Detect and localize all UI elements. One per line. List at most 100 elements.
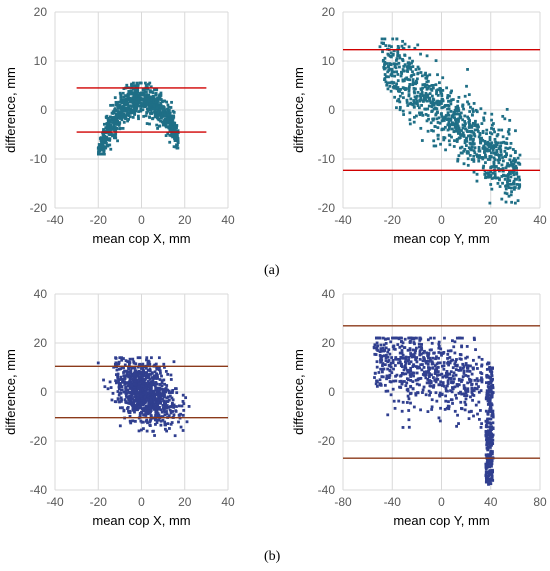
data-point: [148, 424, 152, 427]
data-point: [187, 405, 191, 408]
data-point: [476, 379, 480, 383]
data-point: [173, 434, 177, 438]
data-point: [149, 386, 153, 390]
data-point: [472, 158, 476, 161]
data-point: [404, 384, 408, 388]
data-point: [170, 134, 174, 138]
data-point: [391, 387, 395, 391]
x-tick-label: 0: [138, 213, 145, 227]
data-point: [396, 357, 400, 361]
data-point: [454, 364, 458, 368]
data-point: [426, 338, 430, 342]
x-axis-title: mean cop Y, mm: [393, 513, 489, 528]
data-point: [478, 417, 481, 421]
x-axis-title: mean cop X, mm: [92, 513, 190, 528]
data-point: [466, 364, 470, 368]
data-point: [457, 391, 461, 395]
x-axis-title: mean cop Y, mm: [393, 231, 489, 246]
data-point: [493, 130, 496, 134]
data-point: [388, 352, 392, 356]
data-point: [429, 391, 432, 395]
data-point: [411, 380, 415, 384]
data-point: [176, 143, 179, 147]
data-point: [163, 420, 167, 424]
data-point: [96, 361, 100, 365]
data-point: [462, 149, 466, 153]
data-point: [492, 160, 496, 164]
data-point: [148, 369, 152, 373]
data-point: [374, 336, 378, 340]
data-point: [458, 114, 462, 118]
data-point: [169, 422, 173, 426]
data-point: [455, 396, 458, 400]
data-point: [386, 350, 390, 354]
data-point: [372, 345, 376, 349]
data-point: [98, 149, 102, 152]
data-point: [154, 98, 158, 102]
data-point: [428, 366, 432, 370]
data-point: [160, 410, 164, 414]
data-point: [141, 407, 145, 411]
data-point: [457, 117, 461, 121]
data-point: [396, 99, 399, 103]
data-point: [452, 345, 456, 349]
data-point: [477, 135, 481, 139]
data-point: [459, 368, 463, 372]
data-point: [170, 410, 173, 413]
data-point: [171, 126, 174, 130]
data-point: [485, 421, 489, 425]
data-point: [504, 166, 508, 170]
data-point: [168, 133, 172, 137]
data-point: [491, 366, 494, 370]
data-point: [155, 123, 159, 127]
data-point: [466, 390, 470, 393]
data-point: [113, 126, 117, 129]
data-point: [414, 392, 418, 395]
data-point: [405, 401, 409, 404]
data-point: [141, 379, 145, 383]
data-point: [392, 49, 396, 53]
data-point: [143, 90, 147, 94]
data-point: [431, 366, 435, 370]
data-point: [455, 358, 458, 361]
data-point: [127, 367, 130, 371]
data-point: [419, 126, 423, 130]
data-point: [109, 128, 112, 132]
data-point: [128, 391, 132, 394]
data-point: [407, 356, 411, 359]
data-point: [488, 480, 492, 483]
data-point: [486, 417, 490, 421]
data-point: [138, 389, 142, 392]
data-point: [134, 369, 138, 373]
data-point: [407, 61, 411, 65]
data-point: [432, 351, 436, 355]
data-point: [487, 149, 491, 153]
data-point: [423, 85, 427, 89]
data-point: [417, 67, 421, 71]
data-point: [122, 98, 125, 102]
data-point: [159, 119, 162, 123]
data-point: [140, 105, 144, 108]
data-point: [406, 67, 410, 70]
data-point: [492, 176, 496, 180]
data-point: [391, 52, 395, 56]
data-point: [137, 404, 141, 407]
data-point: [398, 345, 402, 349]
data-point: [453, 116, 457, 120]
data-point: [487, 393, 491, 397]
data-point: [386, 355, 390, 359]
data-point: [119, 98, 123, 102]
data-point: [489, 464, 493, 468]
data-point: [146, 421, 149, 425]
data-point: [464, 144, 468, 147]
data-point: [396, 73, 400, 76]
data-point: [412, 73, 416, 76]
data-point: [381, 336, 385, 340]
data-point: [483, 169, 487, 173]
data-point: [460, 392, 464, 396]
data-point: [119, 367, 123, 371]
data-point: [166, 118, 170, 122]
data-point: [448, 356, 452, 359]
data-point: [422, 351, 425, 355]
